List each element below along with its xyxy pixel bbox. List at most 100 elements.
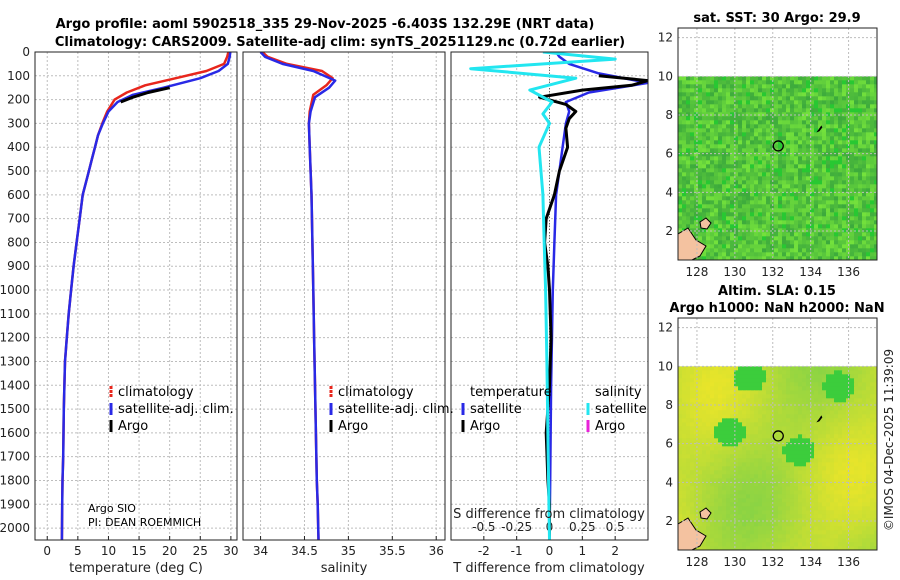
map-cell: [758, 534, 763, 539]
map-cell: [826, 232, 831, 237]
map-cell: [746, 406, 751, 411]
map-cell: [774, 144, 779, 149]
map-cell: [746, 498, 751, 503]
map-cell: [774, 498, 779, 503]
map-cell: [746, 244, 751, 249]
map-cell: [766, 96, 771, 101]
map-cell: [774, 446, 779, 451]
map-cell: [850, 462, 855, 467]
map-cell: [718, 482, 723, 487]
map-cell: [870, 534, 875, 539]
map-cell: [858, 244, 863, 249]
map-cell: [802, 168, 807, 173]
map-cell: [842, 398, 847, 403]
map-cell: [818, 216, 823, 221]
map-cell: [718, 100, 723, 105]
map-cell: [722, 252, 727, 256]
map-cell: [706, 406, 711, 411]
map-cell: [686, 410, 691, 415]
map-cell: [794, 168, 799, 173]
map-cell: [798, 450, 803, 455]
map-cell: [746, 442, 751, 447]
map-cell: [826, 88, 831, 93]
map-cell: [854, 132, 859, 137]
map-cell: [874, 124, 879, 129]
map-cell: [858, 526, 863, 531]
map-cell: [718, 390, 723, 395]
map-cell: [818, 454, 823, 459]
map-cell: [718, 398, 723, 403]
map-cell: [706, 164, 711, 169]
map-cell: [726, 104, 731, 109]
map-cell: [814, 386, 819, 391]
map-cell: [818, 200, 823, 205]
map-cell: [770, 442, 775, 447]
map-cell: [714, 204, 719, 209]
map-cell: [874, 200, 879, 205]
map-cell: [814, 494, 819, 499]
map-cell: [774, 172, 779, 177]
map-cell: [794, 426, 799, 431]
map-cell: [814, 204, 819, 209]
map-cell: [822, 108, 827, 113]
map-cell: [838, 422, 843, 427]
map-cell: [758, 220, 763, 225]
map-cell: [794, 120, 799, 125]
map-cell: [726, 148, 731, 153]
map-cell: [710, 502, 715, 507]
map-cell: [826, 196, 831, 201]
map-cell: [706, 156, 711, 161]
map-cell: [798, 454, 803, 459]
map-cell: [814, 116, 819, 121]
map-cell: [814, 136, 819, 141]
map-cell: [862, 124, 867, 129]
map-cell: [818, 236, 823, 241]
map-cell: [690, 422, 695, 427]
map-cell: [870, 378, 875, 383]
map-cell: [858, 514, 863, 519]
map-cell: [722, 120, 727, 125]
map-cell: [762, 104, 767, 109]
map-cell: [814, 84, 819, 89]
map-cell: [710, 390, 715, 395]
map-cell: [682, 490, 687, 495]
map-cell: [706, 522, 711, 527]
map-cell: [690, 200, 695, 205]
map-cell: [762, 462, 767, 467]
map-cell: [874, 370, 879, 375]
map-cell: [718, 144, 723, 149]
map-cell: [738, 116, 743, 121]
map-cell: [774, 100, 779, 105]
map-cell: [770, 418, 775, 423]
map-cell: [838, 212, 843, 217]
map-cell: [682, 80, 687, 85]
map-cell: [678, 450, 683, 455]
map-cell: [786, 216, 791, 221]
map-cell: [742, 132, 747, 137]
map-cell: [774, 414, 779, 419]
map-cell: [774, 208, 779, 213]
map-cell: [814, 458, 819, 463]
map-cell: [794, 160, 799, 165]
map-cell: [678, 128, 683, 133]
map-cell: [786, 378, 791, 383]
map-cell: [830, 204, 835, 209]
y-tick-label: 1600: [0, 426, 30, 440]
map-cell: [750, 152, 755, 157]
map-cell: [822, 422, 827, 427]
map-cell: [842, 244, 847, 249]
map-cell: [706, 426, 711, 431]
map-cell: [750, 176, 755, 181]
map-cell: [726, 252, 731, 256]
map-cell: [830, 220, 835, 225]
map-cell: [706, 232, 711, 237]
map-cell: [834, 390, 839, 395]
map-cell: [770, 530, 775, 535]
map-cell: [706, 534, 711, 539]
y-tick-label: 1400: [0, 378, 30, 392]
map-cell: [706, 394, 711, 399]
map-cell: [818, 474, 823, 479]
map-cell: [850, 184, 855, 189]
map-cell: [826, 92, 831, 97]
map-cell: [678, 156, 683, 161]
